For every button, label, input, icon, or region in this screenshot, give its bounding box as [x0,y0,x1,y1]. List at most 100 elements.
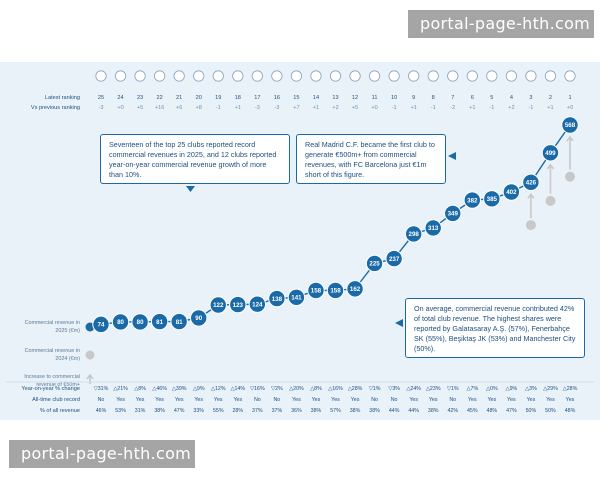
vs-previous-value: +2 [332,105,338,111]
value-label-2025: 158 [330,288,341,295]
vs-previous-value: -1 [392,105,397,111]
pct-revenue-value: 47% [174,408,185,414]
marker-2024 [565,171,575,182]
yoy-change-value: △0% [486,386,498,392]
latest-ranking-value: 13 [332,95,338,101]
vs-previous-value: +6 [176,105,182,111]
latest-ranking-value: 9 [412,95,415,101]
yoy-change-value: △9% [193,386,205,392]
value-label-2025: 382 [467,197,478,204]
value-label-2025: 80 [137,319,144,326]
all-time-record-value: No [254,397,261,403]
pct-revenue-value: 33% [193,408,204,414]
latest-ranking-value: 2 [549,95,552,101]
latest-ranking-value: 12 [352,95,358,101]
vs-previous-value: +2 [508,105,514,111]
value-label-2025: 74 [98,322,105,329]
pct-revenue-value: 28% [232,408,243,414]
value-label-2025: 349 [448,211,459,218]
vs-previous-value: -2 [450,105,455,111]
yoy-change-value: △29% [543,386,558,392]
club-crest-icon [114,70,127,82]
club-crest-icon [271,70,283,82]
all-time-record-value: Yes [331,397,340,403]
marker-2025 [131,313,149,331]
club-crest-icon [290,70,303,82]
vs-previous-value: -3 [255,105,260,111]
latest-ranking-value: 25 [98,95,104,101]
value-label-2025: 298 [409,231,420,238]
marker-2025 [229,295,247,314]
pct-revenue-value: 44% [389,408,400,414]
club-crest-icon [486,70,498,82]
legend-label: Increase to commercial [24,374,80,380]
vs-previous-value: +5 [352,105,358,111]
marker-2025 [190,309,208,327]
pct-revenue-value: 38% [154,408,165,414]
latest-ranking-value: 4 [510,95,513,101]
vs-previous-value: +1 [313,105,319,111]
vs-previous-value: +7 [293,105,299,111]
yoy-change-value: ▽1% [447,386,459,392]
value-label-2025: 568 [565,122,576,129]
legend-swatch [85,350,95,360]
marker-2025 [444,204,462,223]
all-time-record-value: No [449,397,456,403]
club-crest-icon [154,70,166,82]
value-label-2025: 225 [369,261,380,268]
value-label-2025: 237 [389,256,400,263]
latest-ranking-value: 16 [274,95,280,101]
pct-revenue-value: 37% [252,408,263,414]
latest-ranking-value: 18 [235,95,241,101]
yoy-change-value: △28% [348,386,363,392]
pct-revenue-value: 42% [447,408,458,414]
vs-previous-value: +1 [547,105,553,111]
yoy-change-value: △8% [134,386,146,392]
latest-ranking-value: 22 [157,95,163,101]
club-crest-icon [427,70,439,82]
pct-revenue-value: 50% [545,408,556,414]
club-crest-icon [388,70,400,82]
club-crest-icon [505,70,517,82]
all-time-record-value: No [273,397,280,403]
club-crest-icon [525,70,537,82]
row-label-pct-revenue: % of all revenue [40,408,80,414]
club-crest-icon [95,70,107,82]
club-crest-icon [368,70,381,82]
latest-ranking-value: 17 [254,95,260,101]
value-label-2025: 402 [506,189,517,196]
marker-2025 [346,280,364,298]
club-crest-icon [310,70,322,82]
vs-previous-value: -1 [431,105,436,111]
callout-pointer [448,152,456,160]
marker-2025 [522,173,540,192]
yoy-change-value: △20% [289,386,304,392]
vs-previous-value: -1 [216,105,221,111]
all-time-record-value: Yes [214,397,223,403]
pct-revenue-value: 57% [330,408,341,414]
vs-previous-value: +0 [117,105,123,111]
all-time-record-value: No [98,397,105,403]
marker-2025 [307,281,325,300]
vs-previous-value: -1 [489,105,494,111]
latest-ranking-value: 10 [391,95,397,101]
all-time-record-value: No [391,397,398,403]
marker-2025 [483,190,501,208]
latest-ranking-value: 21 [176,95,182,101]
legend-arrow-swatch [86,373,94,384]
pct-revenue-value: 45% [467,408,478,414]
pct-revenue-value: 53% [115,408,126,414]
yoy-change-value: ▽2% [271,386,283,392]
value-label-2025: 90 [195,315,202,322]
value-label-2025: 138 [272,296,283,303]
club-crest-icon [232,70,244,82]
yoy-change-value: △21% [113,386,128,392]
value-label-2025: 81 [176,319,183,326]
latest-ranking-value: 24 [117,95,123,101]
yoy-change-value: △46% [152,386,167,392]
club-crest-icon [251,70,263,82]
marker-2025 [111,313,130,331]
vs-previous-value: +0 [371,105,377,111]
vs-previous-value: +16 [155,105,165,111]
legend-label: Commercial revenue in [25,348,80,354]
